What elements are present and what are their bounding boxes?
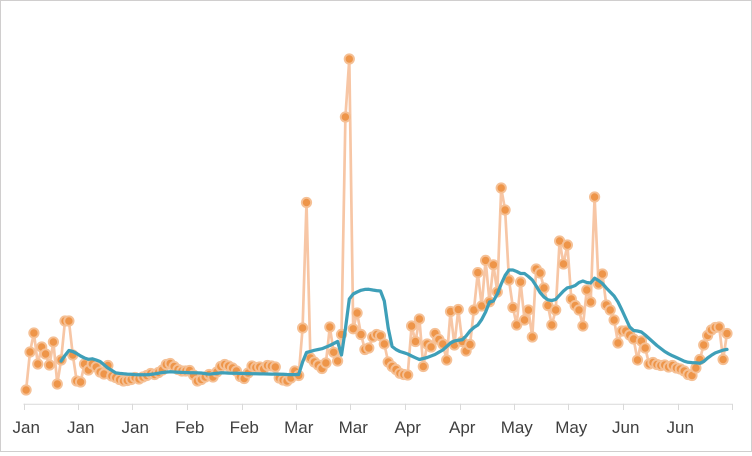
- svg-text:Jan: Jan: [67, 418, 94, 437]
- svg-text:Jan: Jan: [13, 418, 40, 437]
- svg-text:Jun: Jun: [667, 418, 694, 437]
- svg-text:May: May: [555, 418, 588, 437]
- svg-text:Apr: Apr: [449, 418, 476, 437]
- svg-text:Feb: Feb: [175, 418, 204, 437]
- svg-text:Jan: Jan: [122, 418, 149, 437]
- svg-text:Mar: Mar: [284, 418, 314, 437]
- svg-text:May: May: [501, 418, 534, 437]
- svg-text:Jun: Jun: [612, 418, 639, 437]
- svg-text:Mar: Mar: [339, 418, 369, 437]
- svg-text:Feb: Feb: [230, 418, 259, 437]
- svg-text:Apr: Apr: [395, 418, 422, 437]
